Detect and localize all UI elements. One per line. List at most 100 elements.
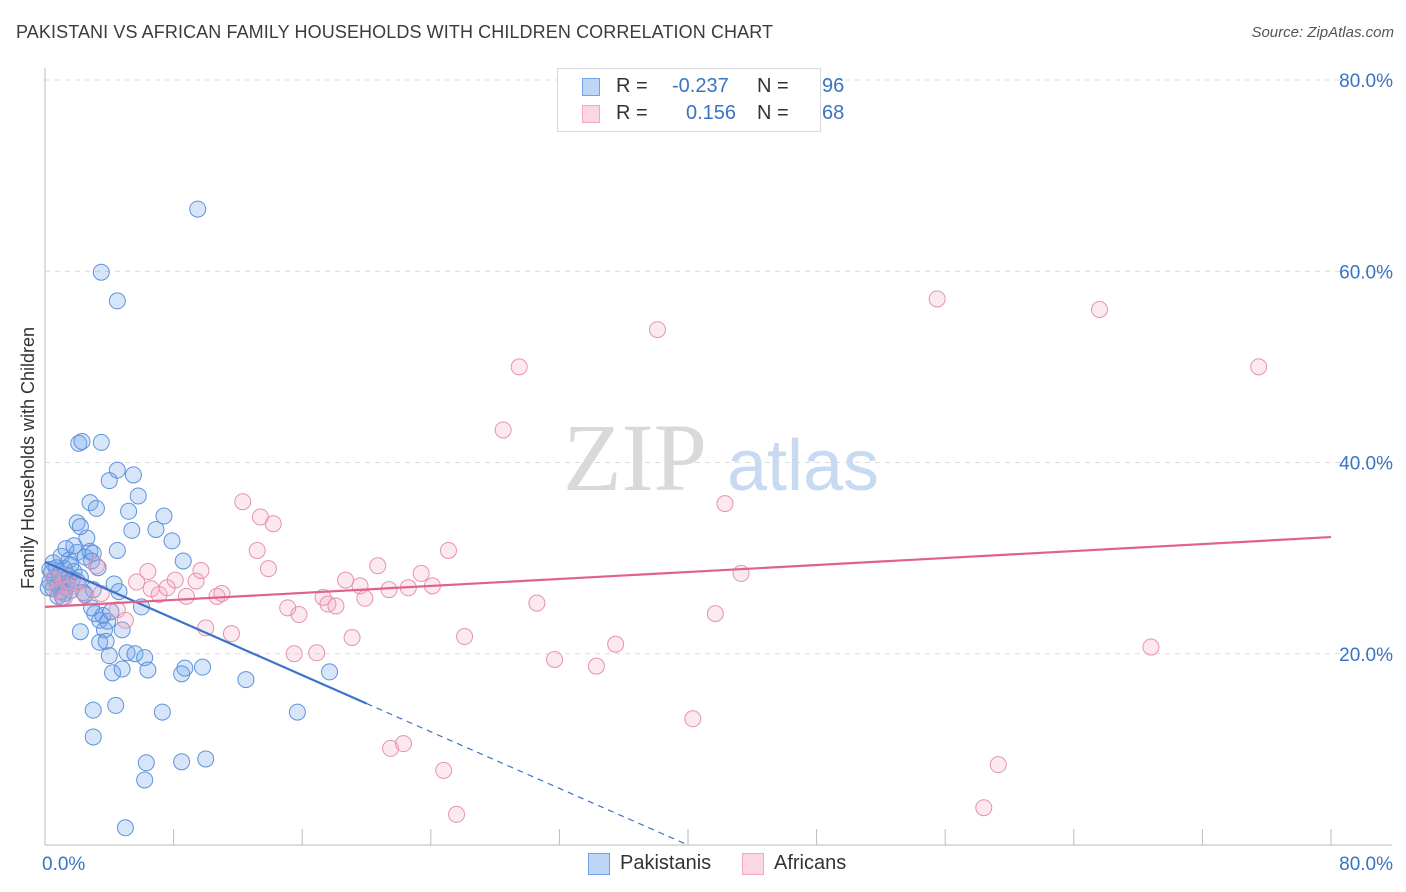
african-point: [166, 571, 184, 589]
african-point: [975, 799, 993, 817]
legend-swatch-africans: [582, 105, 600, 123]
x-tick-label: 80.0%: [1339, 854, 1393, 875]
pakistani-point: [237, 671, 255, 689]
african-point: [222, 625, 240, 643]
pakistani-point: [173, 753, 191, 771]
pakistani-point: [153, 703, 171, 721]
african-point: [248, 541, 266, 559]
legend-n-label: N =: [757, 102, 789, 124]
african-point: [285, 645, 303, 663]
source-credit: Source: ZipAtlas.com: [1251, 24, 1394, 41]
pakistani-point: [108, 292, 126, 310]
pakistani-point: [123, 521, 141, 539]
african-point: [716, 495, 734, 513]
pakistani-point: [113, 660, 131, 678]
pakistani-point: [113, 621, 131, 639]
pakistani-point: [321, 663, 339, 681]
legend-n-value-africans: 68: [822, 102, 845, 124]
african-point: [546, 650, 564, 668]
african-point: [264, 515, 282, 533]
pakistani-point: [163, 532, 181, 550]
pakistani-point: [71, 623, 89, 641]
pakistani-point: [139, 661, 157, 679]
pakistani-point: [97, 632, 115, 650]
african-point: [76, 586, 94, 604]
african-point: [435, 761, 453, 779]
pakistani-point: [120, 502, 138, 520]
pakistani-point: [84, 701, 102, 719]
grid-lines: [45, 79, 1392, 655]
pakistani-point: [81, 494, 99, 512]
african-point: [448, 805, 466, 823]
pakistani-point: [197, 750, 215, 768]
legend-n-value-pakistanis: 96: [822, 75, 845, 97]
pakistani-point: [91, 633, 109, 651]
african-point: [1142, 638, 1160, 656]
correlation-legend: R = -0.237 N = 96 R = 0.156 N = 68: [557, 68, 844, 132]
pakistani-point: [176, 659, 194, 677]
pakistanis-points: [39, 200, 339, 837]
pakistani-point: [137, 754, 155, 772]
bottom-legend-swatch-africans: [742, 853, 764, 875]
african-point: [327, 597, 345, 615]
legend-r-label: R =: [616, 75, 648, 97]
bottom-legend-label-africans: Africans: [774, 852, 847, 874]
pakistani-point: [71, 518, 89, 536]
african-point: [128, 573, 146, 591]
african-point: [116, 611, 134, 629]
legend-r-label: R =: [616, 102, 648, 124]
african-point: [684, 710, 702, 728]
pakistani-point: [104, 664, 122, 682]
pakistani-point: [147, 520, 165, 538]
legend-r-value-pakistanis: -0.237: [672, 75, 729, 97]
pakistani-point: [108, 541, 126, 559]
african-point: [494, 421, 512, 439]
pakistani-point: [70, 434, 88, 452]
african-point: [177, 587, 195, 605]
y-axis-label: Family Households with Children: [18, 327, 38, 589]
african-point: [648, 321, 666, 339]
x-tick-label: 0.0%: [42, 854, 85, 875]
pakistani-point: [92, 433, 110, 451]
african-point: [394, 735, 412, 753]
chart-title: PAKISTANI VS AFRICAN FAMILY HOUSEHOLDS W…: [16, 22, 774, 42]
pakistani-point: [83, 552, 101, 570]
pakistani-point: [124, 466, 142, 484]
african-point: [510, 358, 528, 376]
pakistani-point: [87, 499, 105, 517]
y-tick-label: 20.0%: [1339, 645, 1393, 666]
pakistani-point: [57, 540, 75, 558]
pakistani-point: [189, 200, 207, 218]
african-point: [213, 585, 231, 603]
african-point: [187, 572, 205, 590]
pakistani-point: [126, 645, 144, 663]
pakistani-point: [92, 263, 110, 281]
zipatlas-watermark: ZIP atlas: [563, 404, 879, 511]
african-point: [369, 557, 387, 575]
pakistani-point: [116, 819, 134, 837]
african-point: [343, 628, 361, 646]
pakistani-trend-extension: [366, 702, 689, 846]
legend-r-value-africans: 0.156: [686, 102, 737, 124]
african-point: [139, 563, 157, 581]
african-point: [259, 560, 277, 578]
pakistani-point: [129, 487, 147, 505]
african-point: [337, 571, 355, 589]
african-point: [380, 581, 398, 599]
african-point: [234, 493, 252, 511]
african-point: [528, 594, 546, 612]
african-point: [989, 756, 1007, 774]
pakistani-point: [194, 658, 212, 676]
african-point: [607, 635, 625, 653]
african-point: [928, 290, 946, 308]
legend-n-label: N =: [757, 75, 789, 97]
pakistani-point: [174, 552, 192, 570]
pakistani-point: [73, 432, 91, 450]
african-point: [382, 739, 400, 757]
legend-swatch-pakistanis: [582, 78, 600, 96]
axes: [44, 68, 1392, 846]
pakistani-point: [108, 461, 126, 479]
y-tick-label: 60.0%: [1339, 262, 1393, 283]
pakistani-point: [39, 579, 57, 597]
watermark-zip: ZIP: [563, 404, 707, 511]
